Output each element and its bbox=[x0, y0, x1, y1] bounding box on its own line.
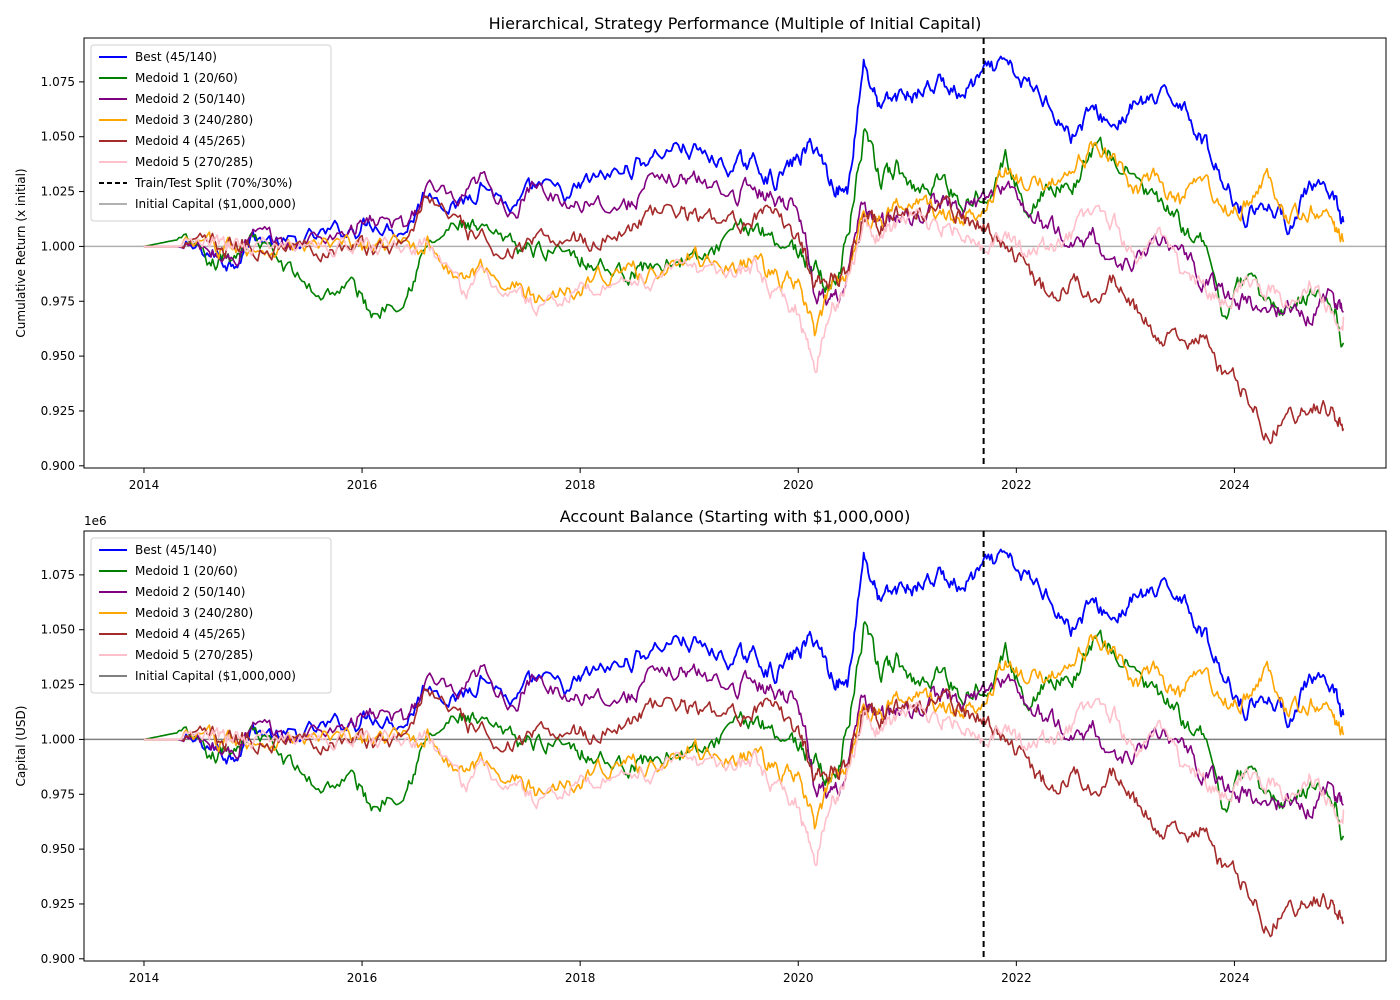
x-tick-label: 2024 bbox=[1219, 478, 1250, 492]
legend-label: Initial Capital ($1,000,000) bbox=[135, 197, 296, 211]
legend: Best (45/140) Medoid 1 (20/60) Medoid 2 (5… bbox=[90, 44, 332, 222]
legend-label: Medoid 2 (50/140) bbox=[135, 92, 246, 106]
y-tick-label: 1.025 bbox=[41, 185, 75, 199]
y-tick-label: 1.050 bbox=[41, 623, 75, 637]
y-axis-label: Cumulative Return (x initial) bbox=[14, 168, 28, 337]
plot-frame bbox=[83, 530, 1387, 962]
series-line-medoid-2 bbox=[144, 663, 1344, 820]
x-tick-label: 2024 bbox=[1219, 971, 1250, 985]
y-tick-label: 0.900 bbox=[41, 459, 75, 473]
y-tick-label: 1.050 bbox=[41, 130, 75, 144]
legend-label: Medoid 2 (50/140) bbox=[135, 585, 246, 599]
x-tick-label: 2022 bbox=[1001, 971, 1032, 985]
legend-label: Medoid 1 (20/60) bbox=[135, 71, 238, 85]
chart-title: Hierarchical, Strategy Performance (Mult… bbox=[489, 14, 982, 33]
y-tick-label: 0.975 bbox=[41, 787, 75, 801]
x-tick-label: 2020 bbox=[783, 971, 814, 985]
plot-frame bbox=[83, 37, 1387, 469]
series-line-medoid-1 bbox=[143, 128, 1345, 348]
legend-label: Medoid 3 (240/280) bbox=[135, 113, 253, 127]
x-tick-label: 2016 bbox=[347, 971, 378, 985]
legend-label: Medoid 5 (270/285) bbox=[135, 155, 253, 169]
legend-label: Train/Test Split (70%/30%) bbox=[134, 176, 292, 190]
x-tick-label: 2014 bbox=[129, 478, 160, 492]
series-line-medoid-1 bbox=[143, 621, 1345, 841]
series-line-medoid-5 bbox=[144, 697, 1345, 867]
x-tick-label: 2022 bbox=[1001, 478, 1032, 492]
chart-title: Account Balance (Starting with $1,000,00… bbox=[560, 507, 911, 526]
legend: Best (45/140) Medoid 1 (20/60) Medoid 2 (5… bbox=[90, 537, 332, 694]
series-line-best bbox=[144, 548, 1345, 765]
y-tick-label: 0.900 bbox=[41, 952, 75, 966]
legend-box bbox=[90, 537, 332, 694]
legend-label: Initial Capital ($1,000,000) bbox=[135, 669, 296, 683]
legend-box bbox=[90, 44, 332, 222]
series-group bbox=[143, 548, 1345, 938]
series-line-medoid-2 bbox=[144, 170, 1344, 327]
x-tick-label: 2014 bbox=[129, 971, 160, 985]
y-tick-label: 1.025 bbox=[41, 678, 75, 692]
series-line-medoid-3 bbox=[144, 633, 1345, 830]
y-tick-label: 0.925 bbox=[41, 897, 75, 911]
legend-label: Medoid 4 (45/265) bbox=[135, 134, 246, 148]
series-line-medoid-4 bbox=[144, 195, 1345, 445]
series-line-medoid-4 bbox=[144, 688, 1345, 938]
series-line-medoid-3 bbox=[144, 140, 1345, 337]
series-group bbox=[143, 55, 1345, 445]
y-tick-label: 1.000 bbox=[41, 732, 75, 746]
x-tick-label: 2018 bbox=[565, 478, 596, 492]
account-balance-chart: Account Balance (Starting with $1,000,00… bbox=[14, 507, 1387, 985]
legend-label: Medoid 1 (20/60) bbox=[135, 564, 238, 578]
y-tick-label: 1.075 bbox=[41, 568, 75, 582]
series-line-best bbox=[144, 55, 1345, 272]
x-tick-label: 2018 bbox=[565, 971, 596, 985]
x-tick-label: 2020 bbox=[783, 478, 814, 492]
legend-label: Medoid 4 (45/265) bbox=[135, 627, 246, 641]
y-tick-label: 0.975 bbox=[41, 294, 75, 308]
legend-label: Best (45/140) bbox=[135, 543, 217, 557]
y-tick-label: 1.000 bbox=[41, 239, 75, 253]
y-tick-label: 1.075 bbox=[41, 75, 75, 89]
y-tick-label: 0.950 bbox=[41, 349, 75, 363]
performance-chart: Hierarchical, Strategy Performance (Mult… bbox=[14, 14, 1387, 492]
y-tick-label: 0.925 bbox=[41, 404, 75, 418]
y-axis-label: Capital (USD) bbox=[14, 706, 28, 787]
x-tick-label: 2016 bbox=[347, 478, 378, 492]
series-line-medoid-5 bbox=[144, 204, 1345, 374]
legend-label: Medoid 3 (240/280) bbox=[135, 606, 253, 620]
y-tick-label: 0.950 bbox=[41, 842, 75, 856]
legend-label: Medoid 5 (270/285) bbox=[135, 648, 253, 662]
legend-label: Best (45/140) bbox=[135, 50, 217, 64]
y-axis-multiplier: 1e6 bbox=[84, 514, 107, 528]
